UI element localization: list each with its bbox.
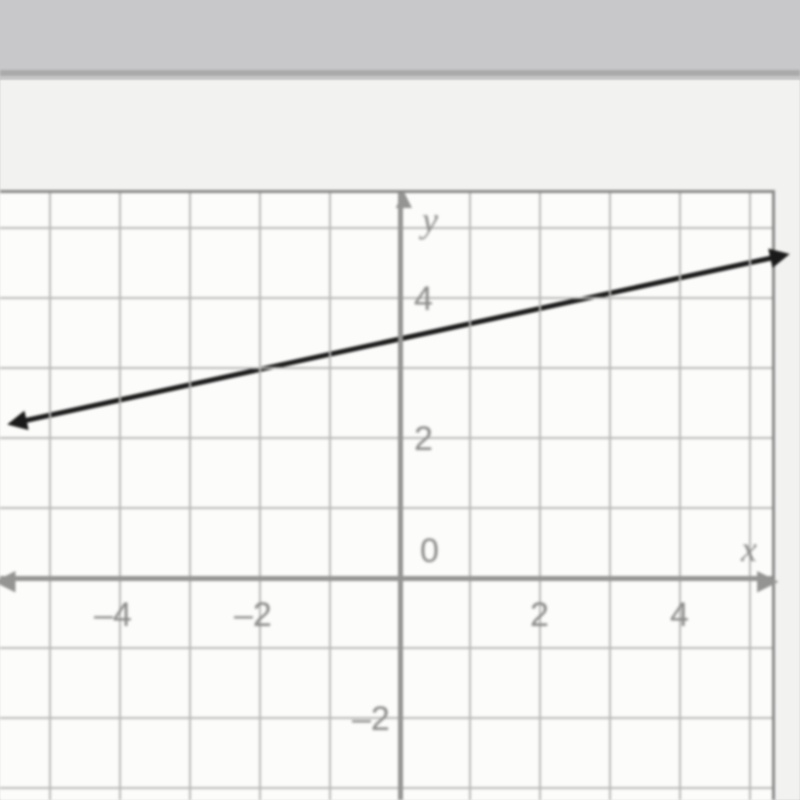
grid-line-vertical — [539, 193, 541, 800]
x-axis — [0, 576, 772, 581]
grid-line-vertical — [259, 193, 261, 800]
x-tick-label: 4 — [670, 596, 689, 635]
grid-line-vertical — [189, 193, 191, 800]
grid-line-horizontal — [0, 647, 772, 649]
x-tick-label: –2 — [234, 596, 272, 635]
grid-line-vertical — [469, 193, 471, 800]
x-axis-arrow-left-icon: ◀ — [0, 566, 16, 594]
y-axis-label: y — [422, 199, 438, 241]
grid-line-horizontal — [0, 787, 772, 789]
grid-line-horizontal — [0, 227, 772, 229]
grid-line-horizontal — [0, 507, 772, 509]
grid-line-vertical — [609, 193, 611, 800]
y-axis-arrow-icon: ▲ — [390, 185, 418, 213]
x-tick-label: 2 — [530, 596, 549, 635]
grid-line-vertical — [749, 193, 751, 800]
top-divider — [0, 70, 800, 76]
coordinate-grid-chart: ▲◀▶–4–224–2240yx — [0, 190, 775, 800]
grid-line-vertical — [329, 193, 331, 800]
x-axis-label: x — [741, 528, 757, 570]
grid-line-horizontal — [0, 437, 772, 439]
y-axis — [398, 193, 403, 800]
x-axis-arrow-right-icon: ▶ — [757, 566, 779, 594]
grid-line-horizontal — [0, 297, 772, 299]
grid-line-vertical — [119, 193, 121, 800]
y-tick-label: 4 — [414, 280, 433, 319]
grid-line-vertical — [49, 193, 51, 800]
grid-line-vertical — [679, 193, 681, 800]
x-tick-label: –4 — [94, 596, 132, 635]
origin-label: 0 — [420, 532, 439, 571]
y-tick-label: –2 — [352, 700, 390, 739]
y-tick-label: 2 — [414, 420, 433, 459]
grid-line-horizontal — [0, 367, 772, 369]
